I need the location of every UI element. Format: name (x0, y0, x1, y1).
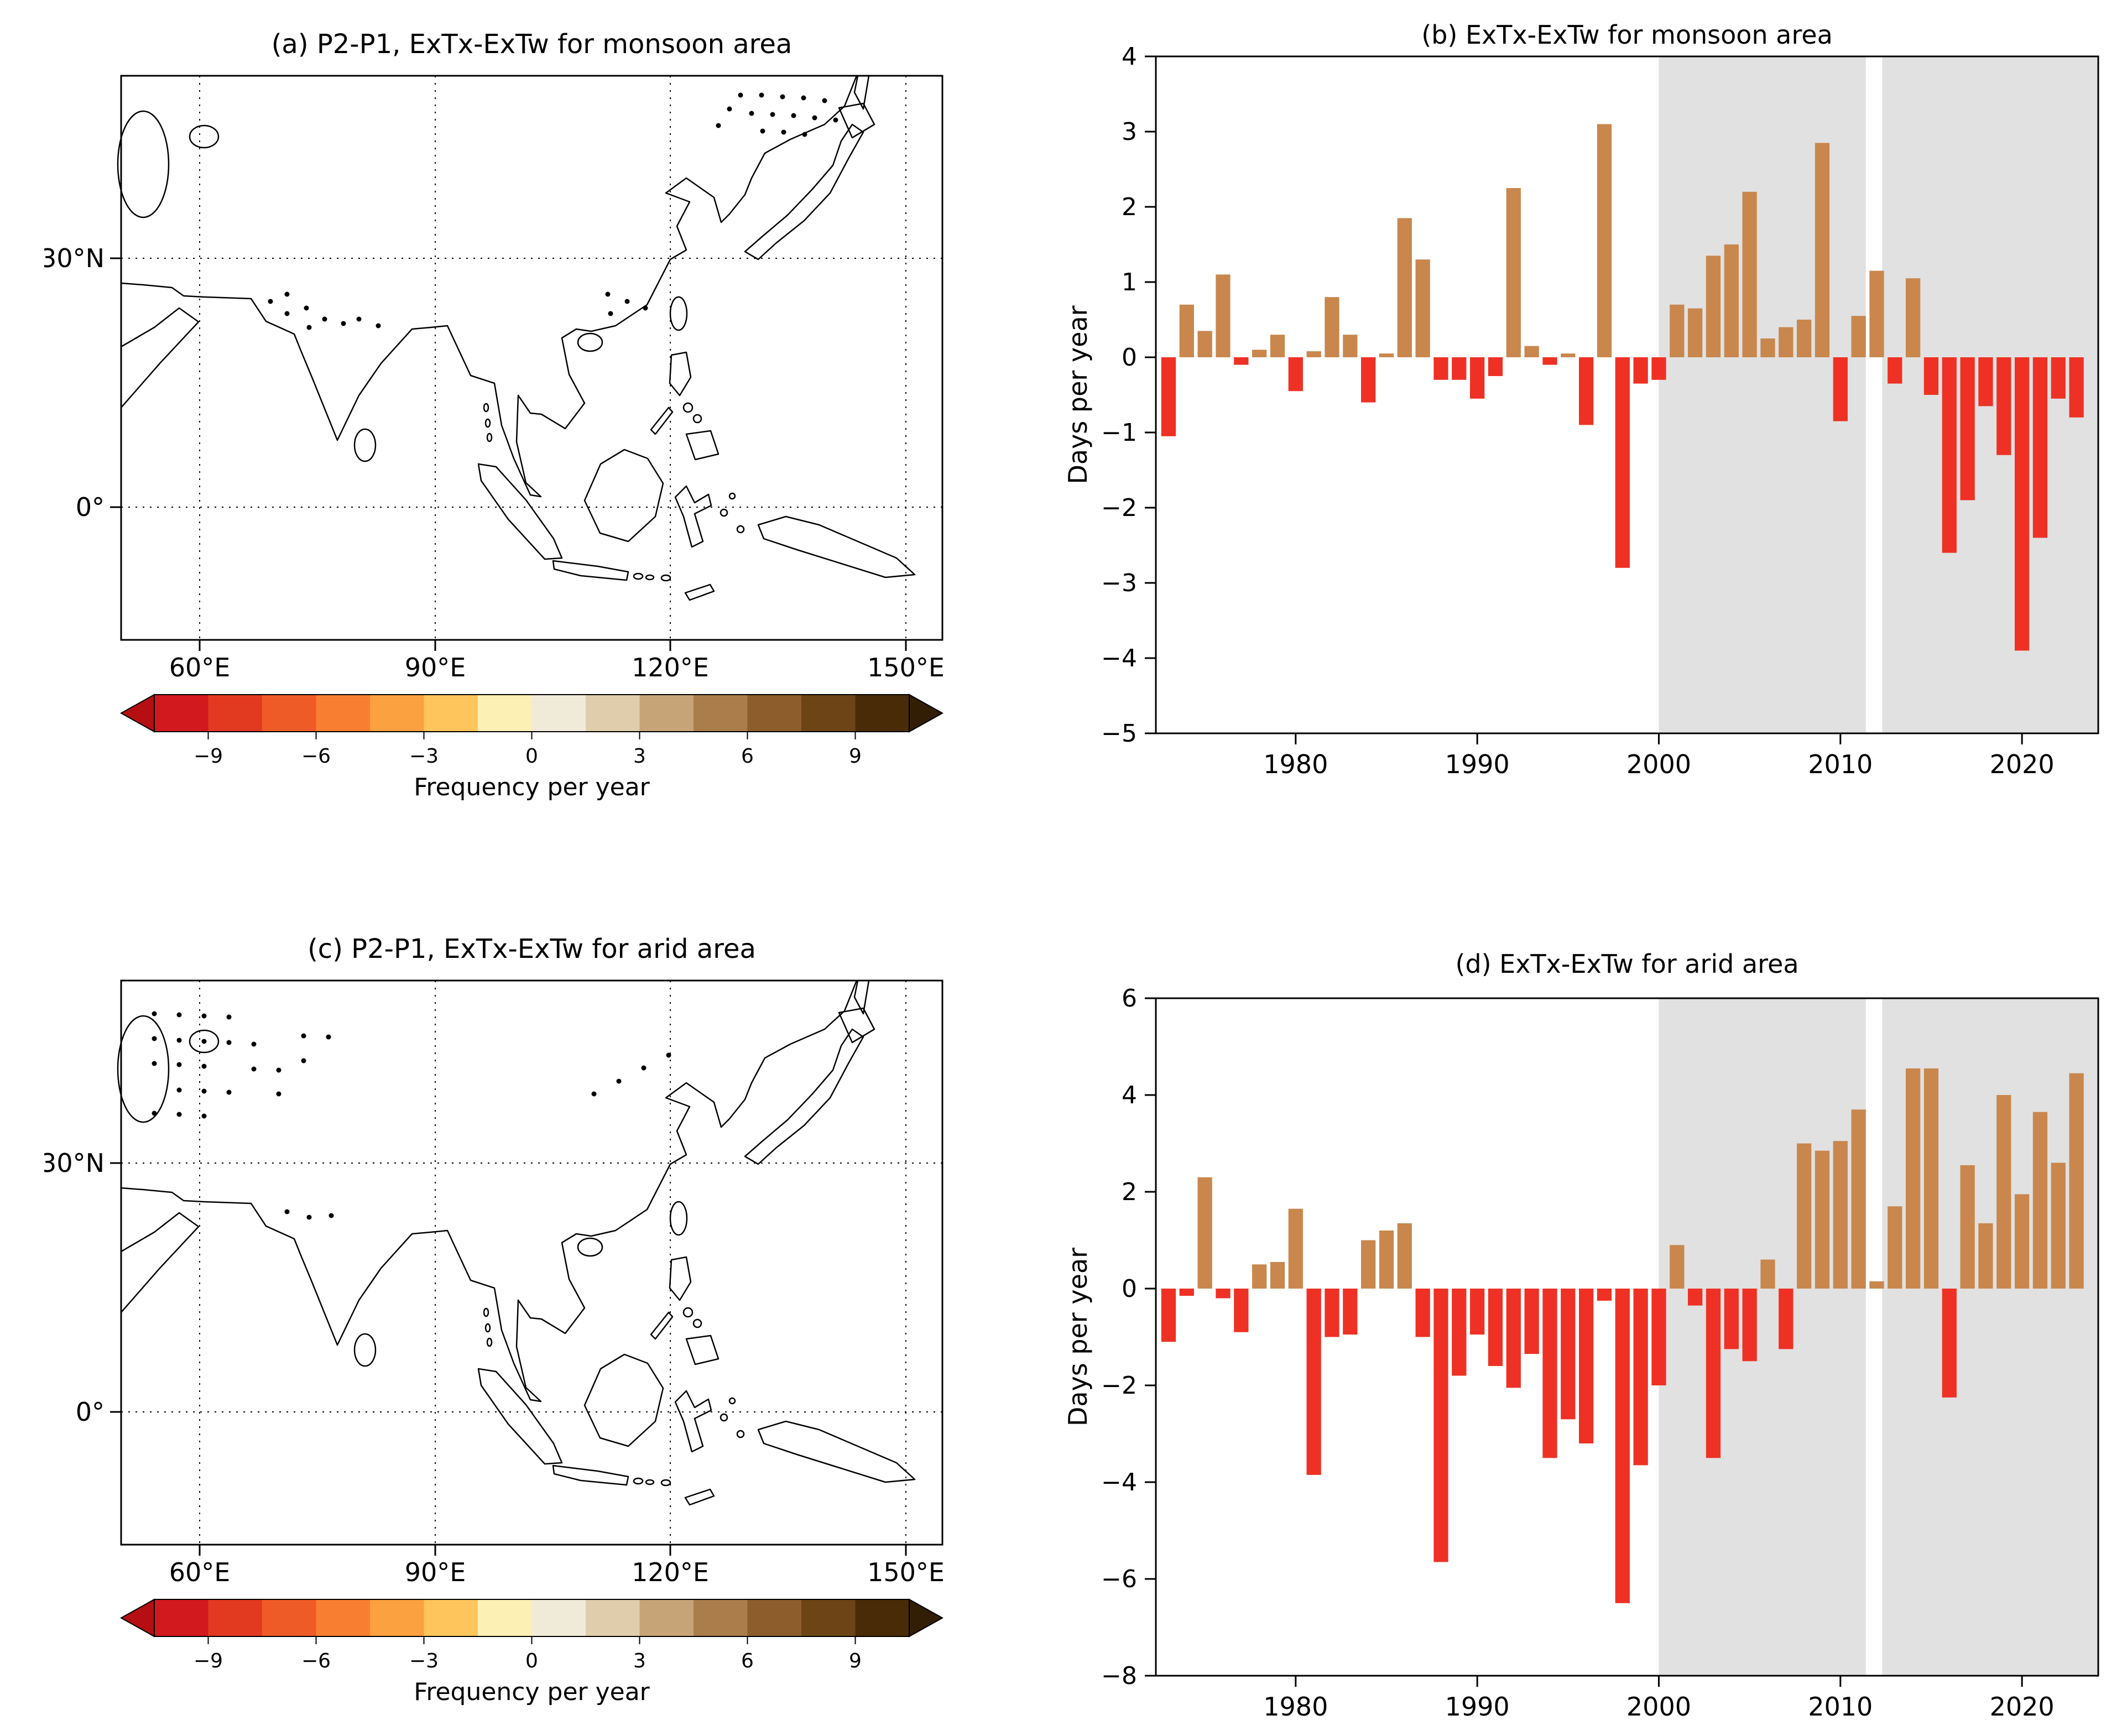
bars (1161, 124, 2084, 651)
map-arid-anomaly: 60°E 90°E 120°E 150°E 30°N 0° −9 −6 −3 0 3 6 9 (44, 979, 945, 1672)
svg-text:2: 2 (1122, 1178, 1137, 1206)
shaded-epoch-spans (1659, 56, 2098, 733)
svg-text:4: 4 (1122, 43, 1137, 71)
svg-text:−6: −6 (301, 1650, 331, 1672)
panel-c-map-arid: (c) P2-P1, ExTx-ExTw for arid area 60°E 9… (44, 927, 984, 1736)
y-axis-label: Days per year (1063, 305, 1093, 484)
svg-text:60°E: 60°E (169, 1557, 231, 1587)
svg-text:60°E: 60°E (169, 653, 231, 682)
panel-c-title: (c) P2-P1, ExTx-ExTw for arid area (307, 934, 756, 965)
svg-text:−9: −9 (194, 1650, 223, 1672)
svg-text:6: 6 (741, 745, 754, 768)
svg-text:150°E: 150°E (867, 1557, 945, 1587)
svg-text:2010: 2010 (1808, 749, 1873, 779)
map-tick-labels: 60°E 90°E 120°E 150°E 30°N 0° (44, 1148, 945, 1587)
svg-text:30°N: 30°N (44, 1148, 105, 1178)
svg-text:2020: 2020 (1990, 749, 2055, 779)
coastlines (120, 979, 916, 1506)
panel-d-chart-arid: (d) ExTx-ExTw for arid area 6 4 2 0 −2 −4 −6 −8… (1029, 935, 2127, 1736)
svg-text:4: 4 (1122, 1081, 1137, 1109)
colorbar: −9 −6 −3 0 3 6 9 (119, 694, 944, 768)
svg-text:−6: −6 (301, 745, 331, 768)
svg-text:0: 0 (525, 745, 538, 768)
svg-text:3: 3 (633, 745, 646, 768)
svg-text:−4: −4 (1101, 644, 1137, 672)
axes: 6 4 2 0 −2 −4 −6 −8 1980 1990 2000 2010 2020 (1101, 984, 2099, 1722)
svg-text:1980: 1980 (1263, 1692, 1328, 1722)
bar-chart-arid: 6 4 2 0 −2 −4 −6 −8 1980 1990 2000 2010 2020 Days per… (1063, 984, 2099, 1722)
bar-chart-monsoon: 4 3 2 1 0 −1 −2 −3 −4 −5 1980 1990 2000 2010 2020 Days … (1063, 43, 2099, 779)
svg-text:−3: −3 (1101, 569, 1137, 597)
svg-text:0°: 0° (76, 492, 105, 522)
svg-text:90°E: 90°E (405, 653, 466, 682)
svg-text:0: 0 (1122, 1275, 1137, 1303)
svg-text:2010: 2010 (1808, 1692, 1873, 1722)
graticule-grid (121, 76, 942, 640)
panel-a-title: (a) P2-P1, ExTx-ExTw for monsoon area (271, 29, 793, 60)
anomaly-heat-layer (121, 981, 857, 1218)
svg-text:30°N: 30°N (44, 243, 105, 273)
svg-text:−1: −1 (1101, 419, 1137, 447)
svg-text:150°E: 150°E (867, 653, 945, 682)
svg-text:9: 9 (849, 1650, 862, 1672)
svg-text:3: 3 (1122, 118, 1137, 146)
svg-text:−9: −9 (194, 745, 223, 768)
svg-text:1990: 1990 (1445, 749, 1510, 779)
svg-text:−2: −2 (1101, 494, 1137, 522)
svg-text:2000: 2000 (1626, 749, 1691, 779)
panel-a-map-monsoon: (a) P2-P1, ExTx-ExTw for monsoon area 60… (44, 22, 984, 852)
panel-d-title: (d) ExTx-ExTw for arid area (1455, 949, 1799, 979)
svg-text:1990: 1990 (1445, 1692, 1510, 1722)
svg-text:−6: −6 (1101, 1565, 1137, 1593)
svg-text:−3: −3 (409, 1650, 439, 1672)
graticule-grid (121, 981, 942, 1545)
svg-text:2020: 2020 (1990, 1692, 2055, 1722)
svg-text:−4: −4 (1101, 1468, 1137, 1497)
anomaly-heat-layer (248, 76, 912, 579)
y-axis-label: Days per year (1063, 1248, 1093, 1426)
coastlines (120, 75, 916, 601)
map-tick-labels: 60°E 90°E 120°E 150°E 30°N 0° (44, 243, 945, 682)
svg-text:90°E: 90°E (405, 1557, 466, 1587)
significance-stippling (268, 92, 838, 330)
svg-text:3: 3 (633, 1650, 646, 1672)
svg-text:2000: 2000 (1626, 1692, 1691, 1722)
colorbar: −9 −6 −3 0 3 6 9 (119, 1598, 944, 1672)
svg-text:−3: −3 (409, 745, 439, 768)
svg-text:−5: −5 (1101, 720, 1137, 748)
svg-text:1: 1 (1122, 268, 1137, 296)
map-monsoon-anomaly: 60°E 90°E 120°E 150°E 30°N 0° −9 −6 −3 0 3 6 9 (44, 75, 945, 768)
colorbar-a-label: Frequency per year (414, 773, 650, 801)
bars (1161, 1068, 2084, 1603)
map-frame (120, 75, 943, 641)
svg-text:0: 0 (525, 1650, 538, 1672)
svg-text:120°E: 120°E (632, 1557, 709, 1587)
svg-text:1980: 1980 (1263, 749, 1328, 779)
svg-text:2: 2 (1122, 193, 1137, 221)
svg-text:6: 6 (741, 1650, 754, 1672)
svg-text:0: 0 (1122, 343, 1137, 372)
colorbar-c-label: Frequency per year (414, 1678, 650, 1706)
svg-text:−2: −2 (1101, 1372, 1137, 1400)
svg-text:−8: −8 (1101, 1662, 1137, 1690)
panel-b-chart-monsoon: (b) ExTx-ExTw for monsoon area 4 3 2 1 0 −1 −2… (1029, 17, 2127, 813)
panel-b-title: (b) ExTx-ExTw for monsoon area (1421, 20, 1833, 50)
svg-text:120°E: 120°E (632, 653, 709, 682)
axes: 4 3 2 1 0 −1 −2 −3 −4 −5 1980 1990 2000 2010 2020 (1101, 43, 2099, 779)
svg-text:9: 9 (849, 745, 862, 768)
svg-text:0°: 0° (76, 1397, 105, 1427)
svg-text:6: 6 (1122, 984, 1137, 1013)
significance-stippling (152, 1011, 671, 1220)
map-frame (120, 979, 943, 1546)
